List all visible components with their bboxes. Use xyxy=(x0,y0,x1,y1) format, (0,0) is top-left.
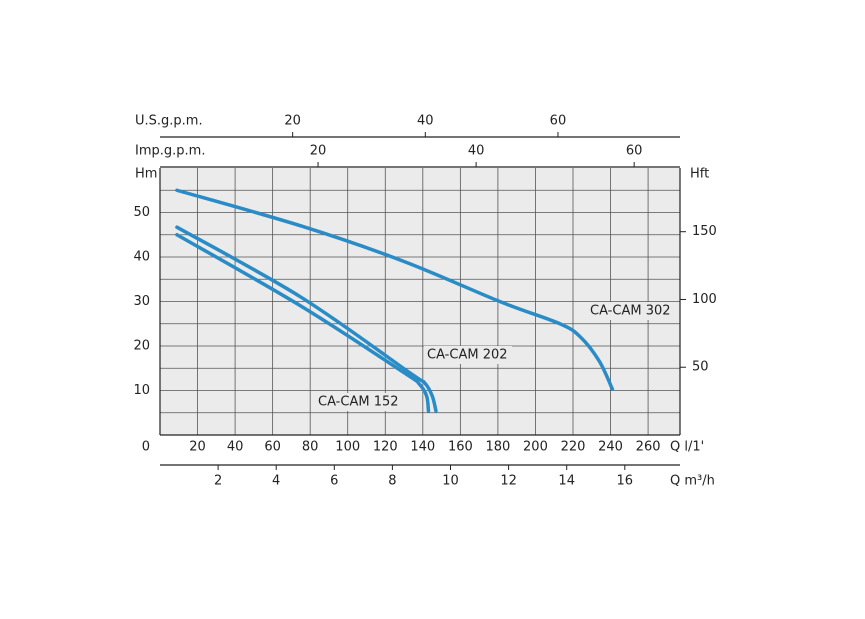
y-tick-label: 30 xyxy=(133,294,150,309)
x-tick-label: 10 xyxy=(442,474,459,489)
x-tick-label: 4 xyxy=(272,474,280,489)
x-tick-label: 60 xyxy=(626,144,643,159)
x-tick-label: 14 xyxy=(558,474,575,489)
curve xyxy=(175,233,431,413)
series-label: CA-CAM 302 xyxy=(590,304,671,319)
x-tick-label: 8 xyxy=(388,474,396,489)
y-tick-label: 10 xyxy=(133,383,150,398)
x-tick-label: 140 xyxy=(410,440,435,455)
x-tick-label: 160 xyxy=(448,440,473,455)
series-label: CA-CAM 152 xyxy=(318,395,399,410)
x-tick-label: 40 xyxy=(417,114,434,129)
y2-tick-label: 100 xyxy=(692,292,717,307)
x-tick-label: 20 xyxy=(310,144,327,159)
y-tick-label: 40 xyxy=(133,250,150,265)
x-tick-label: 40 xyxy=(468,144,485,159)
x-tick-label: 200 xyxy=(523,440,548,455)
x-tick-label: 2 xyxy=(214,474,222,489)
x-tick-label: 60 xyxy=(550,114,567,129)
y-tick-label: 50 xyxy=(133,205,150,220)
x-tick-label: 20 xyxy=(189,440,206,455)
x-tick-label: 12 xyxy=(500,474,517,489)
y2-axis-label: Hft xyxy=(690,167,709,182)
x-axis-label: Q l/1' xyxy=(670,440,704,455)
x-tick-label: 16 xyxy=(617,474,634,489)
label-bg xyxy=(587,302,675,320)
y-axis-label: Hm xyxy=(135,167,157,182)
x-tick-label: 0 xyxy=(142,440,150,455)
label-bg xyxy=(424,346,512,364)
axis-label: Q m³/h xyxy=(670,474,715,489)
x-tick-label: 40 xyxy=(227,440,244,455)
axis-label: Imp.g.p.m. xyxy=(135,144,205,159)
label-bg xyxy=(315,393,403,411)
curve xyxy=(175,188,615,391)
x-tick-label: 260 xyxy=(636,440,661,455)
y2-tick-label: 50 xyxy=(692,360,709,375)
x-tick-label: 220 xyxy=(561,440,586,455)
series-label: CA-CAM 202 xyxy=(427,348,508,363)
x-tick-label: 6 xyxy=(330,474,338,489)
x-tick-label: 60 xyxy=(264,440,281,455)
x-tick-label: 20 xyxy=(284,114,301,129)
curve xyxy=(175,225,438,413)
x-tick-label: 100 xyxy=(335,440,360,455)
x-tick-label: 240 xyxy=(598,440,623,455)
x-tick-label: 180 xyxy=(485,440,510,455)
x-tick-label: 120 xyxy=(373,440,398,455)
y-tick-label: 20 xyxy=(133,339,150,354)
axis-label: U.S.g.p.m. xyxy=(135,114,203,129)
y2-tick-label: 150 xyxy=(692,224,717,239)
x-tick-label: 80 xyxy=(302,440,319,455)
